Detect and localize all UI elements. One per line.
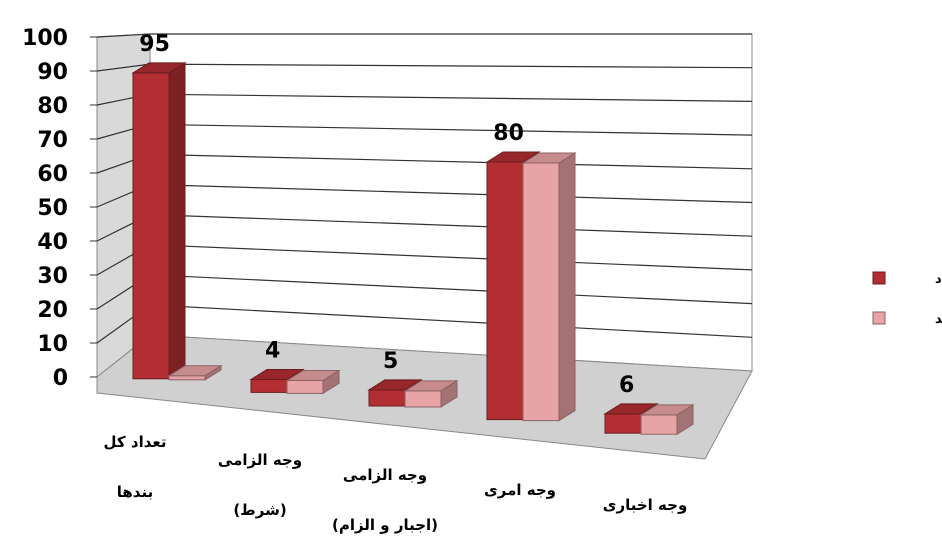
bar-front bbox=[605, 414, 641, 433]
data-label: 5 bbox=[383, 349, 398, 374]
bar-front bbox=[169, 376, 205, 380]
y-tick-label: 60 bbox=[37, 162, 68, 187]
category-label: بندها bbox=[117, 483, 153, 501]
bar-front bbox=[523, 163, 559, 421]
y-tick-label: 10 bbox=[37, 332, 68, 357]
data-label: 95 bbox=[139, 32, 170, 57]
bar-front bbox=[487, 162, 523, 420]
bar-front bbox=[287, 381, 323, 394]
data-label: 4 bbox=[265, 339, 280, 364]
bar-front bbox=[641, 415, 677, 434]
y-tick-label: 0 bbox=[53, 366, 68, 391]
bar-front bbox=[251, 380, 287, 393]
y-tick-label: 20 bbox=[37, 298, 68, 323]
bar-front bbox=[405, 391, 441, 407]
category-label: وجه الزامی bbox=[218, 451, 302, 469]
y-tick-label: 90 bbox=[37, 60, 68, 85]
y-tick-label: 40 bbox=[37, 230, 68, 255]
category-label: وجه اخباری bbox=[603, 496, 688, 514]
legend-swatch bbox=[873, 312, 885, 324]
y-tick-label: 100 bbox=[22, 26, 68, 51]
y-tick-label: 30 bbox=[37, 264, 68, 289]
y-tick-label: 80 bbox=[37, 94, 68, 119]
bar-front bbox=[133, 73, 169, 379]
y-tick-label: 70 bbox=[37, 128, 68, 153]
legend-label: تعداد bbox=[935, 272, 942, 287]
legend-label: درصد bbox=[935, 312, 942, 327]
data-label: 80 bbox=[493, 121, 524, 146]
y-axis-ticks: 0 10 20 30 40 50 60 70 80 90 100 bbox=[22, 26, 97, 391]
bar-front bbox=[369, 390, 405, 406]
back-wall bbox=[150, 34, 752, 371]
category-label: (اجبار و الزام) bbox=[332, 516, 438, 534]
data-label: 6 bbox=[619, 373, 634, 398]
legend-swatch bbox=[873, 272, 885, 284]
category-label: تعداد کل bbox=[104, 433, 167, 451]
bar-side bbox=[169, 63, 185, 379]
category-label: وجه الزامی bbox=[343, 466, 427, 484]
category-label: (شرط) bbox=[233, 501, 286, 519]
bar-side bbox=[559, 153, 575, 421]
y-tick-label: 50 bbox=[37, 196, 68, 221]
category-label: وجه امری bbox=[484, 481, 556, 499]
legend: تعداد درصد bbox=[873, 272, 942, 327]
category-labels: تعداد کل بندها وجه الزامی (شرط) وجه الزامی (ا… bbox=[104, 433, 688, 534]
